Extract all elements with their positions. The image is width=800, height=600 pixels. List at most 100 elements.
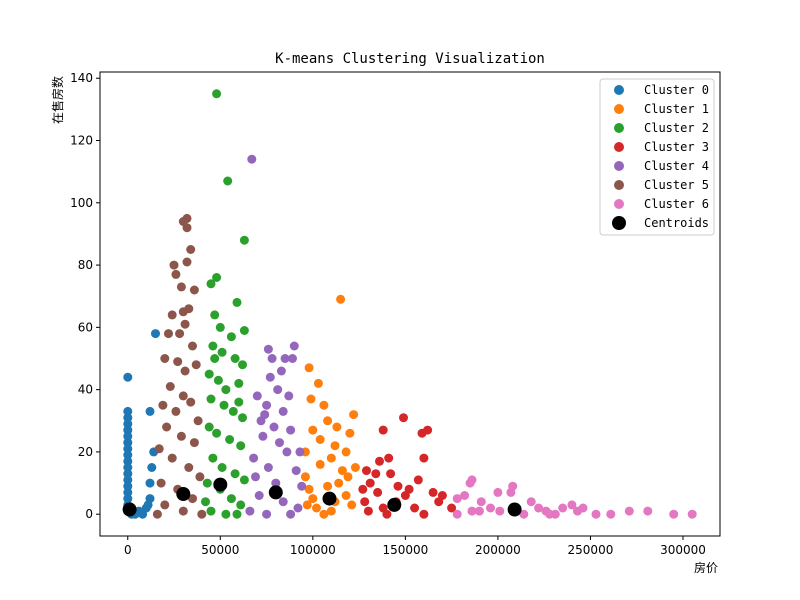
point-series-2-27 (217, 463, 227, 472)
series-3 (358, 413, 457, 519)
point-series-5-16 (173, 357, 183, 367)
point-series-6-11 (534, 503, 544, 513)
point-series-6-3 (506, 487, 516, 497)
legend-label-4: Cluster 4 (644, 159, 709, 173)
point-series-4-21 (291, 466, 301, 476)
point-series-2-14 (204, 369, 214, 379)
point-series-4-6 (276, 366, 286, 376)
point-series-2-29 (202, 478, 212, 488)
point-series-2-22 (204, 422, 214, 432)
point-series-2-36 (201, 497, 210, 507)
point-series-6-21 (591, 509, 601, 519)
point-series-3-27 (382, 509, 392, 519)
point-series-5-27 (154, 444, 164, 454)
point-series-6-14 (452, 509, 462, 519)
series-2 (201, 89, 249, 519)
point-series-1-1 (304, 363, 314, 373)
point-series-6-17 (519, 509, 529, 519)
x-axis-label: 房价 (694, 560, 718, 575)
centroid-2 (213, 477, 228, 492)
point-series-6-24 (643, 506, 653, 516)
legend-marker-1 (614, 104, 624, 114)
point-series-0-15 (123, 494, 133, 504)
point-series-2-7 (215, 322, 225, 332)
point-series-0-11 (123, 469, 133, 479)
point-series-2-12 (230, 354, 240, 363)
point-series-1-25 (315, 459, 325, 469)
point-series-5-21 (158, 400, 168, 410)
point-series-4-32 (260, 410, 270, 420)
point-series-1-29 (343, 472, 353, 482)
point-series-3-8 (371, 469, 381, 479)
point-series-4-0 (247, 154, 257, 164)
point-series-3-17 (447, 503, 457, 513)
point-series-4-19 (249, 453, 259, 463)
point-series-6-4 (493, 487, 503, 497)
point-series-5-18 (165, 382, 175, 391)
legend-label-0: Cluster 0 (644, 83, 709, 97)
point-series-2-11 (217, 347, 227, 357)
point-series-3-0 (399, 413, 408, 423)
y-tick-label-6: 120 (70, 134, 93, 148)
point-series-5-12 (175, 329, 185, 339)
point-series-1-20 (341, 491, 351, 500)
point-series-3-18 (410, 503, 420, 513)
point-series-5-23 (193, 416, 203, 426)
y-tick-label-4: 80 (78, 258, 93, 272)
point-series-2-37 (239, 475, 249, 485)
point-series-5-24 (162, 422, 172, 432)
point-series-5-30 (195, 472, 205, 482)
centroid-5 (387, 497, 402, 512)
point-series-3-26 (419, 509, 429, 519)
point-series-0-9 (123, 456, 133, 466)
point-series-4-25 (254, 491, 264, 500)
point-series-0-26 (151, 329, 160, 339)
point-series-0-5 (123, 431, 133, 441)
point-series-1-30 (332, 422, 342, 432)
point-series-3-16 (434, 497, 444, 507)
point-series-2-18 (206, 394, 216, 404)
x-tick-label-1: 50000 (201, 543, 239, 557)
point-series-5-2 (182, 223, 192, 233)
series-6 (452, 475, 697, 519)
point-series-3-11 (373, 487, 383, 497)
legend-label-7: Centroids (644, 216, 709, 230)
point-series-3-24 (386, 469, 396, 479)
point-series-5-10 (167, 310, 177, 320)
point-series-5-29 (184, 463, 194, 472)
plot-frame (99, 71, 721, 537)
point-series-5-25 (176, 431, 186, 441)
point-series-5-3 (186, 245, 196, 254)
legend-marker-6 (614, 199, 624, 209)
point-series-3-6 (375, 456, 384, 466)
point-series-2-16 (221, 385, 231, 395)
point-series-5-36 (197, 509, 207, 519)
centroid-0 (122, 502, 137, 517)
point-series-2-28 (230, 469, 240, 479)
point-series-1-28 (326, 506, 336, 516)
legend-label-6: Cluster 6 (644, 197, 709, 211)
point-series-2-6 (210, 310, 220, 320)
point-series-0-12 (123, 475, 133, 485)
point-series-1-22 (337, 466, 347, 476)
point-series-0-4 (123, 425, 133, 435)
legend-marker-7 (612, 216, 626, 230)
point-series-2-4 (206, 279, 216, 289)
point-series-4-27 (293, 503, 303, 513)
point-series-2-23 (212, 428, 222, 438)
point-series-0-10 (123, 463, 133, 472)
point-series-4-3 (267, 354, 277, 363)
point-series-6-29 (545, 509, 555, 519)
x-axis: 0 50000 100000 150000 200000 250000 300000 (124, 536, 706, 557)
point-series-2-38 (234, 397, 244, 407)
x-tick-label-6: 300000 (660, 543, 706, 557)
point-series-4-29 (262, 509, 272, 519)
x-tick-label-3: 150000 (382, 543, 428, 557)
point-series-2-8 (226, 332, 236, 342)
point-series-1-14 (300, 472, 310, 482)
x-tick-label-5: 250000 (568, 543, 614, 557)
point-series-2-24 (225, 435, 235, 444)
point-series-1-16 (308, 494, 318, 504)
point-series-1-13 (326, 453, 336, 463)
point-series-6-5 (460, 491, 470, 500)
